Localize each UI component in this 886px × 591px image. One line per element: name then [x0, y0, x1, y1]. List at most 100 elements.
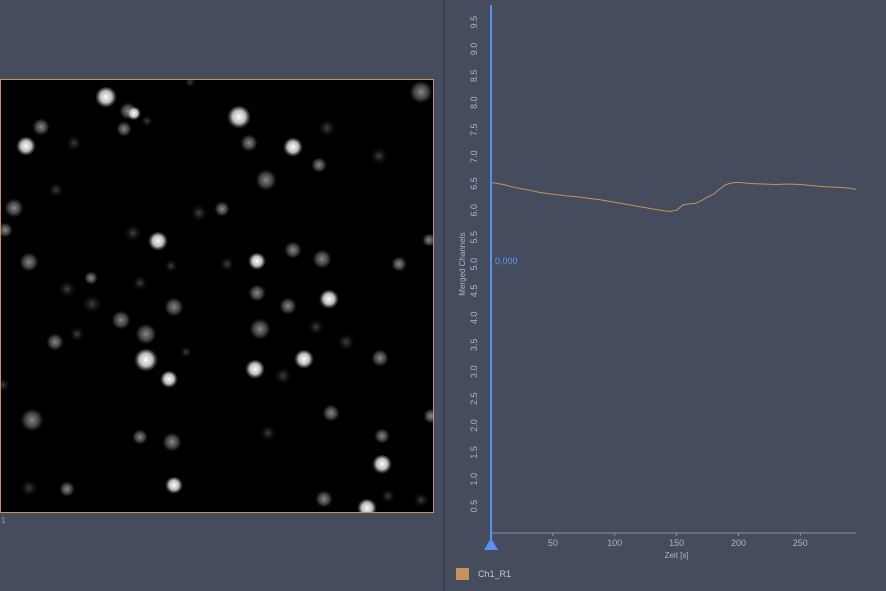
nucleus — [148, 232, 168, 252]
y-tick-label: 3.0 — [469, 365, 479, 378]
nucleus — [284, 241, 302, 259]
y-axis: 0.5 1.0 1.5 2.0 2.5 3.0 3.5 4.0 4.5 5.0 5.5 6.0 6.5 7… — [469, 16, 479, 512]
y-tick-label: 2.0 — [469, 419, 479, 432]
series-line-ch1-r1 — [490, 181, 857, 212]
nucleus — [84, 271, 98, 285]
nucleus — [274, 367, 292, 385]
nucleus — [82, 294, 102, 314]
x-axis: 50 100 150 200 250 — [491, 532, 856, 548]
nucleus — [413, 492, 429, 508]
nucleus — [311, 157, 327, 173]
nucleus — [165, 477, 183, 495]
x-tick-label: 100 — [607, 538, 622, 548]
y-tick-label: 1.0 — [469, 473, 479, 486]
nucleus — [32, 118, 50, 136]
nucleus — [116, 121, 132, 137]
nucleus — [69, 326, 85, 342]
nucleus — [135, 323, 157, 345]
intensity-plot: 0.5 1.0 1.5 2.0 2.5 3.0 3.5 4.0 4.5 5.0 5.5 6.0 6.5 7… — [445, 0, 886, 591]
nucleus — [58, 280, 76, 298]
y-tick-label: 0.5 — [469, 500, 479, 513]
nucleus — [219, 256, 235, 272]
nucleus — [391, 256, 407, 272]
nucleus — [59, 481, 75, 497]
nucleus — [248, 284, 266, 302]
nucleus — [357, 499, 377, 512]
nucleus — [248, 253, 266, 271]
x-tick-label: 50 — [548, 538, 558, 548]
y-axis-title: Merged Channels — [458, 233, 467, 296]
nucleus — [20, 479, 38, 497]
y-tick-label: 7.5 — [469, 123, 479, 136]
region-number-label: 1 — [1, 516, 6, 525]
x-tick-label: 200 — [731, 538, 746, 548]
nucleus — [164, 297, 184, 317]
nucleus — [132, 429, 148, 445]
nucleus — [4, 198, 24, 218]
y-tick-label: 6.5 — [469, 177, 479, 190]
nucleus — [1, 222, 13, 238]
legend: Ch1_R1 — [456, 568, 511, 580]
cursor-value-label: 0,000 — [495, 256, 518, 266]
plot-svg: 0.5 1.0 1.5 2.0 2.5 3.0 3.5 4.0 4.5 5.0 5.5 6.0 6.5 7… — [458, 5, 857, 560]
x-tick-label: 150 — [669, 538, 684, 548]
y-tick-label: 4.0 — [469, 312, 479, 325]
nucleus — [422, 233, 433, 247]
y-tick-label: 5.5 — [469, 231, 479, 244]
nucleus — [315, 490, 333, 508]
nucleus — [132, 275, 148, 291]
image-viewer-pane: 1 — [0, 79, 434, 525]
nucleus — [245, 360, 265, 380]
nuclei — [1, 80, 433, 512]
time-cursor-handle[interactable] — [484, 538, 498, 550]
nucleus — [16, 137, 36, 157]
nucleus — [227, 106, 251, 130]
nucleus — [19, 252, 39, 272]
y-tick-label: 2.5 — [469, 392, 479, 405]
nucleus — [294, 350, 314, 370]
nucleus — [318, 119, 336, 137]
nucleus — [20, 408, 44, 432]
nucleus — [127, 107, 141, 121]
y-tick-label: 5.0 — [469, 258, 479, 271]
nucleus — [180, 346, 192, 358]
nucleus — [319, 290, 339, 310]
pane-divider[interactable] — [443, 0, 445, 591]
nucleus — [124, 224, 142, 242]
nucleus — [423, 408, 433, 424]
nucleus — [409, 80, 433, 104]
nucleus — [160, 371, 178, 389]
nucleus — [162, 432, 182, 452]
y-tick-label: 3.5 — [469, 339, 479, 352]
nucleus — [371, 349, 389, 367]
y-tick-label: 8.5 — [469, 70, 479, 83]
nucleus — [1, 378, 10, 392]
nucleus — [372, 455, 392, 475]
y-tick-label: 6.0 — [469, 204, 479, 217]
nucleus — [260, 425, 276, 441]
nucleus — [370, 147, 388, 165]
y-tick-label: 8.0 — [469, 97, 479, 110]
y-tick-label: 7.0 — [469, 150, 479, 163]
nucleus — [255, 169, 277, 191]
nucleus — [66, 135, 82, 151]
nucleus — [374, 428, 390, 444]
nucleus — [190, 204, 208, 222]
nucleus — [141, 115, 153, 127]
legend-swatch-ch1-r1[interactable] — [456, 568, 469, 580]
nucleus — [337, 333, 355, 351]
nucleus — [184, 80, 196, 88]
x-axis-title: Zeit [s] — [665, 551, 689, 560]
y-tick-label: 1.5 — [469, 446, 479, 459]
microscopy-image[interactable] — [0, 79, 434, 513]
nucleus — [214, 201, 230, 217]
y-tick-label: 4.5 — [469, 285, 479, 298]
nucleus — [312, 249, 332, 269]
nucleus — [308, 319, 324, 335]
nucleus — [279, 297, 297, 315]
nucleus — [134, 349, 158, 373]
legend-label-ch1-r1: Ch1_R1 — [478, 569, 512, 579]
nucleus — [322, 404, 340, 422]
nucleus — [240, 134, 258, 152]
x-tick-label: 250 — [793, 538, 808, 548]
